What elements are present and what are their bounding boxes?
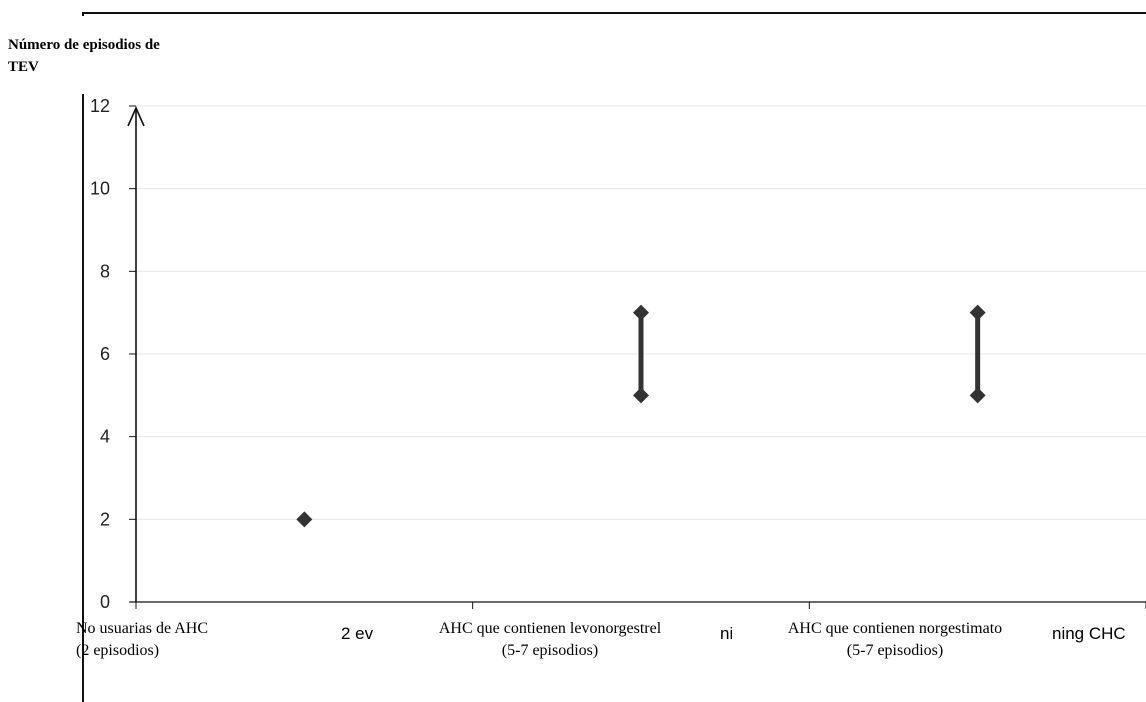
frame-left-line xyxy=(82,94,84,702)
category-label: No usuarias de AHC (2 episodios) xyxy=(76,620,208,659)
category-label: AHC que contienen levonorgestrel (5-7 ep… xyxy=(438,620,662,659)
y-tick-label: 0 xyxy=(100,592,110,612)
frame-left-stub xyxy=(82,12,84,16)
data-point xyxy=(296,511,313,528)
data-point-high xyxy=(969,304,986,321)
y-axis-arrow xyxy=(127,106,145,127)
y-tick-label: 10 xyxy=(90,179,110,199)
y-tick-label: 12 xyxy=(90,96,110,116)
y-tick-label: 2 xyxy=(100,509,110,529)
y-axis-label: Número de episodios de TEV xyxy=(8,37,160,75)
data-point-high xyxy=(633,304,649,321)
background-axis-label: ning CHC xyxy=(1052,624,1126,643)
background-axis-label: 2 ev xyxy=(341,624,374,643)
category-label: AHC que contienen norgestimato (5-7 epis… xyxy=(787,620,1003,659)
y-tick-label: 6 xyxy=(100,344,110,364)
y-tick-label: 4 xyxy=(100,427,110,447)
background-axis-label: ni xyxy=(720,624,732,643)
y-tick-label: 8 xyxy=(100,261,110,281)
data-point-low xyxy=(633,387,649,404)
frame-top-line xyxy=(82,12,1146,14)
data-point-low xyxy=(969,387,986,404)
